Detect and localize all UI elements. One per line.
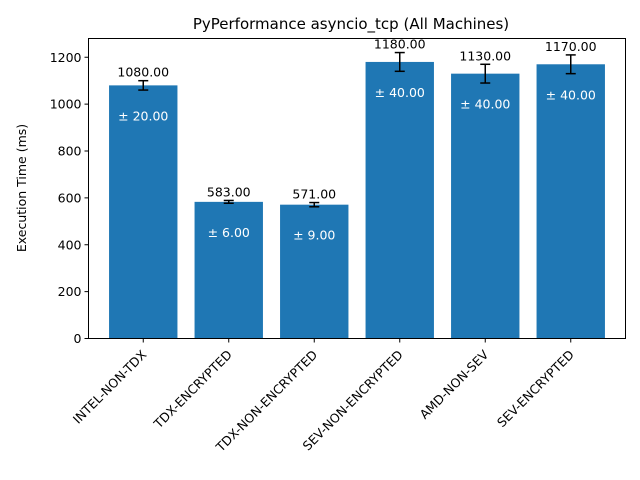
error-label: ± 20.00 bbox=[118, 108, 168, 123]
bar bbox=[194, 201, 263, 339]
x-axis-ticks: INTEL-NON-TDX TDX-ENCRYPTEDTDX-NON-ENCRYP… bbox=[70, 338, 577, 455]
bars: 1080.00 ± 20.00 583.00 ± 6.00 571.00 ± 9.00 11… bbox=[109, 37, 605, 339]
value-label: 583.00 bbox=[207, 184, 251, 199]
y-tick-label: 400 bbox=[58, 237, 82, 252]
bar bbox=[451, 73, 520, 339]
value-label: 571.00 bbox=[292, 187, 336, 202]
y-axis-ticks: 0 200 400 600 800 1000 1200 bbox=[50, 50, 89, 346]
value-label: 1130.00 bbox=[459, 48, 511, 63]
y-tick-label: 600 bbox=[58, 190, 82, 205]
y-tick-label: 0 bbox=[74, 331, 82, 346]
error-label: ± 9.00 bbox=[293, 228, 335, 243]
value-label: 1180.00 bbox=[374, 37, 426, 52]
bar bbox=[536, 64, 605, 339]
x-tick-label: SEV-ENCRYPTED bbox=[494, 347, 577, 430]
bar bbox=[365, 61, 434, 339]
chart-title: PyPerformance asyncio_tcp (All Machines) bbox=[193, 15, 509, 34]
x-tick-label: SEV-NON-ENCRYPTED bbox=[300, 347, 406, 453]
x-tick-label: AMD-NON-SEV bbox=[416, 347, 491, 422]
error-label: ± 40.00 bbox=[460, 97, 510, 112]
plot-frame bbox=[88, 38, 626, 339]
value-label: 1170.00 bbox=[545, 39, 597, 54]
y-tick-label: 800 bbox=[58, 144, 82, 159]
error-label: ± 40.00 bbox=[546, 87, 596, 102]
x-tick-label: INTEL-NON-TDX bbox=[70, 347, 150, 427]
y-tick-label: 1000 bbox=[50, 97, 82, 112]
value-label: 1080.00 bbox=[117, 65, 169, 80]
bar bbox=[280, 204, 349, 339]
y-tick-label: 200 bbox=[58, 284, 82, 299]
error-label: ± 40.00 bbox=[375, 85, 425, 100]
y-tick-label: 1200 bbox=[50, 50, 82, 65]
error-label: ± 6.00 bbox=[208, 225, 250, 240]
bar bbox=[109, 85, 178, 339]
x-tick-label: TDX-ENCRYPTED bbox=[150, 347, 235, 432]
y-axis-label: Execution Time (ms) bbox=[14, 124, 29, 252]
